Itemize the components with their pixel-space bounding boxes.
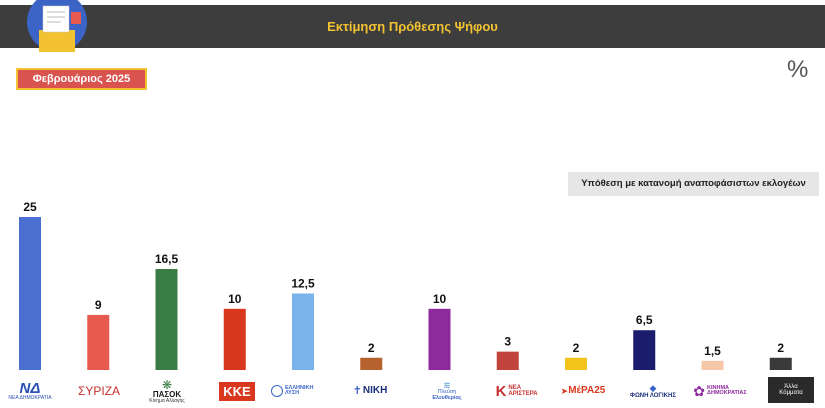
bar-value-label-6: 2 xyxy=(368,341,375,355)
bar-11 xyxy=(701,360,724,370)
logo-syriza: ΣΥΡΙΖΑ xyxy=(77,384,121,398)
logo-elliniki-lysi: ΕΛΛΗΝΙΚΗ ΛΥΣΗ xyxy=(265,376,329,406)
unit-percent-label: % xyxy=(787,56,809,83)
logo-niki: ✝ ΝΙΚΗ xyxy=(352,384,388,397)
logo-kinima-dimokratias: ✿ ΚΙΝΗΜΑ ΔΗΜΟΚΡΑΤΙΑΣ xyxy=(693,383,747,399)
date-badge: Φεβρουάριος 2025 xyxy=(16,68,147,90)
bar-5 xyxy=(292,293,314,370)
bar-value-label-10: 6,5 xyxy=(636,313,653,327)
bar-value-label-11: 1,5 xyxy=(704,344,721,358)
bar-value-label-8: 3 xyxy=(504,335,511,349)
bar-value-label-4: 10 xyxy=(228,292,242,306)
bar-4 xyxy=(223,308,246,370)
header-bar xyxy=(0,5,825,48)
wave-icon: ≋ xyxy=(443,380,451,390)
bar-7 xyxy=(428,308,451,370)
logo-nd: ΝΔ ΝΕΑ ΔΗΜΟΚΡΑΤΙΑ xyxy=(8,380,52,401)
logo-mera25: ➤ ΜέΡΑ25 xyxy=(560,385,606,396)
bar-value-label-7: 10 xyxy=(433,292,447,306)
bar-value-label-9: 2 xyxy=(573,341,580,355)
globe-icon xyxy=(271,385,283,397)
logo-plefsi: ≋ Πλεύση Ελευθερίας xyxy=(432,380,462,401)
bar-10 xyxy=(633,330,656,370)
bar-value-label-3: 16,5 xyxy=(155,252,179,266)
flower-icon: ✿ xyxy=(693,383,706,399)
bar-6 xyxy=(360,357,383,370)
logo-foni-logikis: ◆ ΦΩΝΗ ΛΟΓΙΚΗΣ xyxy=(630,382,676,399)
cross-icon: ✝ xyxy=(352,384,362,397)
logo-alla-kommata: Άλλα Κόμματα xyxy=(768,377,814,403)
bar-value-label-5: 12,5 xyxy=(291,277,315,291)
bar-8 xyxy=(496,351,519,370)
bar-value-label-2: 9 xyxy=(95,298,102,312)
bar-value-label-12: 2 xyxy=(777,341,784,355)
diamond-icon: ◆ xyxy=(649,382,657,393)
scenario-note: Υπόθεση με κατανομή αναποφάσιστων εκλογέ… xyxy=(568,172,819,196)
logo-kke: ΚΚΕ xyxy=(205,376,269,406)
chart-title: Εκτίμηση Πρόθεσης Ψήφου xyxy=(327,19,498,34)
logo-pasok: ❋ ΠΑΣΟΚ Κίνημα Αλλαγής xyxy=(149,377,185,404)
logo-nea-aristera: K ΝΕΑ ΑΡΙΣΤΕΡΑ xyxy=(495,382,538,400)
bar-12 xyxy=(769,357,792,370)
bar-2 xyxy=(87,314,110,370)
bar-1 xyxy=(19,217,41,370)
bar-9 xyxy=(565,357,587,370)
bar-value-label-1: 25 xyxy=(23,200,37,214)
bar-3 xyxy=(155,269,178,370)
ballot-box-logo-icon xyxy=(27,0,87,52)
